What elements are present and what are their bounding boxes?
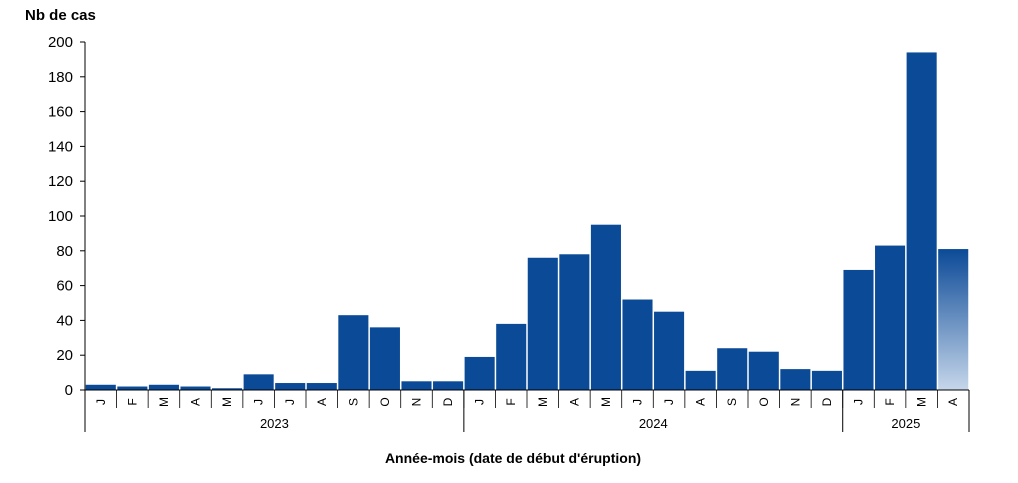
bar — [780, 369, 811, 390]
x-tick-label: F — [125, 398, 139, 405]
x-tick-label: F — [883, 398, 897, 405]
x-tick-label: J — [283, 399, 297, 405]
y-tick-label: 180 — [48, 69, 73, 86]
y-tick-label: 160 — [48, 104, 73, 121]
x-tick-label: F — [504, 398, 518, 405]
y-tick-label: 100 — [48, 208, 73, 225]
year-label: 2023 — [260, 416, 289, 431]
x-tick-label: M — [157, 397, 171, 407]
bar — [117, 386, 148, 390]
bar — [906, 52, 937, 390]
x-tick-label: J — [94, 399, 108, 405]
bar — [811, 370, 842, 390]
bar — [496, 323, 527, 390]
y-tick-label: 140 — [48, 138, 73, 155]
x-tick-label: S — [346, 398, 360, 406]
x-tick-label: A — [694, 398, 708, 406]
bar — [338, 315, 369, 390]
bar — [369, 327, 400, 390]
x-tick-label: J — [473, 399, 487, 405]
bar — [148, 384, 179, 390]
bar — [527, 257, 558, 390]
x-tick-label: N — [788, 398, 802, 407]
x-tick-label: M — [220, 397, 234, 407]
x-axis-label: Année-mois (date de début d'éruption) — [385, 450, 641, 466]
x-tick-label: A — [315, 398, 329, 406]
bar — [559, 254, 590, 390]
year-label: 2024 — [639, 416, 668, 431]
x-tick-label: D — [441, 397, 455, 406]
bar — [654, 311, 685, 390]
x-tick-label: M — [536, 397, 550, 407]
x-tick-label: J — [252, 399, 266, 405]
bar — [748, 351, 779, 390]
bar — [938, 249, 969, 390]
y-tick-label: 200 — [48, 34, 73, 51]
x-tick-label: J — [631, 399, 645, 405]
bar — [843, 269, 874, 390]
bar — [401, 381, 432, 390]
bar — [717, 348, 748, 390]
y-tick-label: 0 — [65, 382, 73, 399]
bar — [306, 383, 337, 390]
x-tick-label: A — [567, 398, 581, 406]
x-tick-label: M — [915, 397, 929, 407]
y-tick-label: 120 — [48, 173, 73, 190]
y-axis: 0 20 40 60 80 100 120 140 160 180 200 — [48, 34, 86, 399]
x-tick-label: M — [599, 397, 613, 407]
x-tick-label: J — [852, 399, 866, 405]
x-tick-label: S — [725, 398, 739, 406]
bar — [464, 356, 495, 390]
y-tick-label: 60 — [56, 278, 73, 295]
y-tick-label: 20 — [56, 347, 73, 364]
bar — [433, 381, 464, 390]
x-tick-label: N — [410, 398, 424, 407]
bar — [590, 224, 621, 390]
x-tick-label: O — [378, 397, 392, 406]
x-tick-label: A — [189, 398, 203, 406]
x-axis: J F M A M J J A S O N D J F M A M J J A S O N D J F M A 2023 2024 2025 — [84, 389, 970, 432]
x-tick-label: J — [662, 399, 676, 405]
bar — [85, 384, 116, 390]
x-tick-label: O — [757, 397, 771, 406]
year-label: 2025 — [891, 416, 920, 431]
x-tick-label: D — [820, 397, 834, 406]
y-tick-label: 40 — [56, 312, 73, 329]
bar — [685, 370, 716, 390]
bar — [180, 386, 211, 390]
x-tick-label: A — [946, 398, 960, 406]
y-axis-label: Nb de cas — [25, 7, 96, 24]
y-tick-label: 80 — [56, 243, 73, 260]
bar — [622, 299, 653, 390]
bar — [243, 374, 274, 390]
bar — [275, 383, 306, 390]
bar — [212, 388, 243, 390]
bars — [85, 52, 969, 390]
bar — [875, 245, 906, 390]
